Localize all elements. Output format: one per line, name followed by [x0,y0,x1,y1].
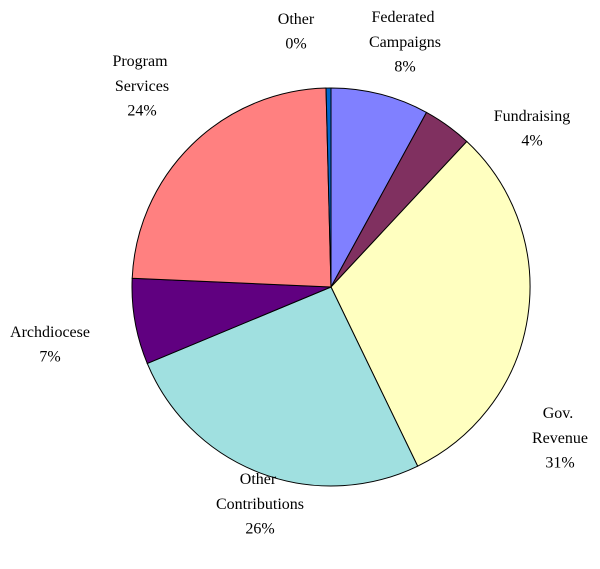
label-line: Revenue [532,430,588,447]
percent-label: 7% [39,349,60,366]
slice-label: Other [278,11,315,28]
percent-label: 0% [285,36,306,53]
pie-slice [146,286,419,487]
label-line: Contributions [216,496,304,513]
label-line: Federated [371,9,438,26]
slice-label: Archdiocese [10,324,90,341]
slice-label: Federated Campaigns [369,9,441,51]
slice-label: Program Services [112,53,171,95]
label-line: Archdiocese [10,324,90,341]
percent-label: 31% [545,455,574,472]
percent-label: 24% [127,103,156,120]
label-line: Fundraising [494,108,570,125]
pie-slice [330,87,428,288]
percent-label: 26% [245,521,274,538]
label-line: Other [240,471,280,488]
percent-label: 8% [394,59,415,76]
label-line: Program [112,53,171,70]
pie-slice [131,87,332,288]
percent-label: 4% [521,133,542,150]
slice-label: Gov. Revenue [532,405,588,447]
pie-slice [330,140,531,467]
label-line: Other [278,11,315,28]
slice-label: Other Contributions [216,471,304,513]
pie-slice [325,87,332,288]
slice-label: Fundraising [494,108,570,125]
label-line: Gov. [543,405,578,422]
label-line: Services [115,78,169,95]
label-line: Campaigns [369,34,441,51]
